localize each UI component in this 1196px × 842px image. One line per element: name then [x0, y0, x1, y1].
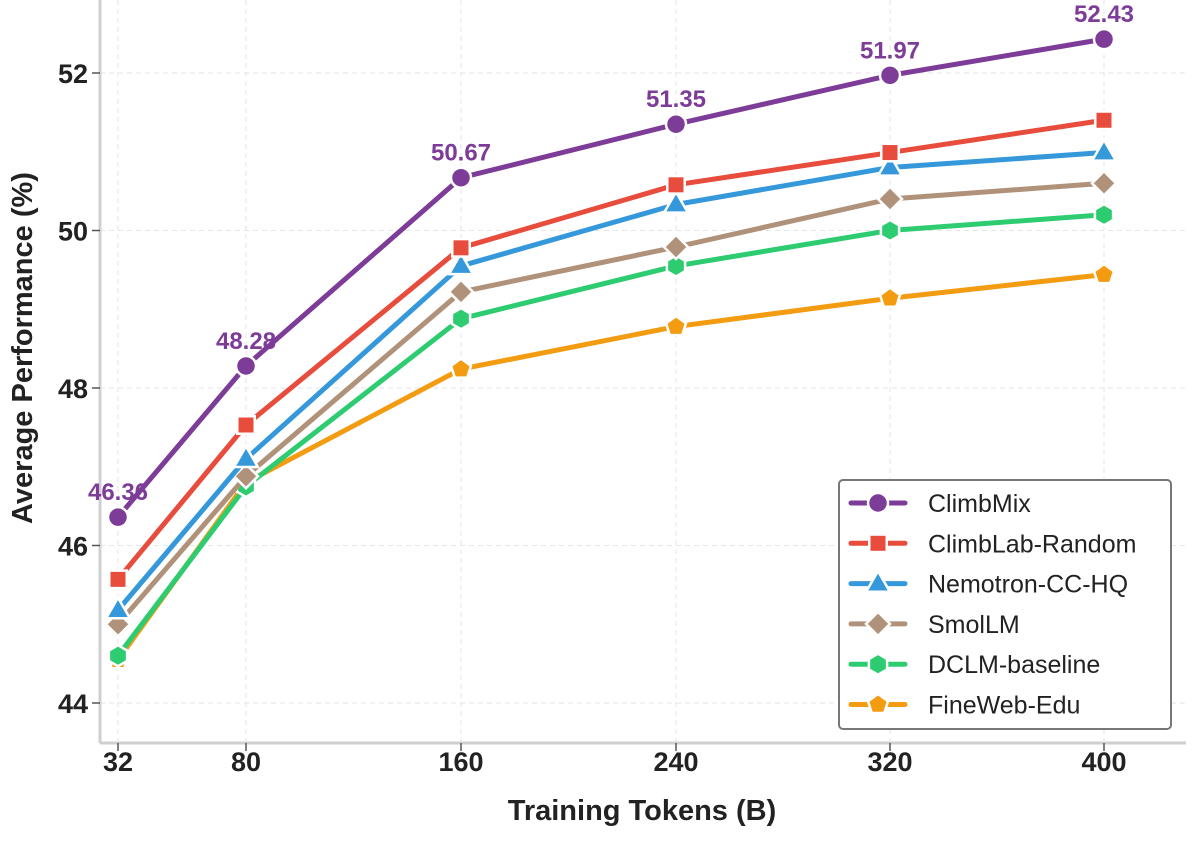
data-point-fineweb-edu: [878, 286, 902, 308]
data-label: 50.67: [431, 140, 491, 167]
legend-entry-smollm: SmolLM: [848, 610, 1020, 639]
data-point-nemotron-cc-hq: [103, 595, 133, 620]
data-point-dclm-baseline: [1093, 202, 1115, 227]
legend: ClimbMix ClimbLab-Random Nemotron-CC-HQ Smo…: [838, 479, 1172, 730]
data-point-smollm: [447, 278, 475, 306]
y-tick-label: 46: [58, 532, 88, 562]
data-point-dclm-baseline: [450, 306, 472, 331]
x-tick-label: 80: [231, 747, 261, 777]
data-point-climblab-random: [451, 237, 471, 258]
legend-label-dclm-baseline: DCLM-baseline: [928, 651, 1100, 679]
data-point-climbmix: [878, 64, 902, 87]
legend-label-climbmix: ClimbMix: [928, 490, 1031, 518]
data-point-nemotron-cc-hq: [661, 189, 691, 214]
data-point-dclm-baseline: [879, 218, 901, 243]
legend-marker-climblab-random: [868, 533, 888, 554]
data-label: 48.28: [216, 328, 276, 355]
series-line-nemotron-cc-hq: [115, 150, 1107, 613]
legend-entry-climblab-random: ClimbLab-Random: [848, 530, 1136, 558]
legend-label-fineweb-edu: FineWeb-Edu: [928, 692, 1080, 720]
data-point-smollm: [1090, 169, 1118, 198]
data-point-nemotron-cc-hq: [1089, 137, 1119, 162]
data-point-climblab-random: [236, 415, 256, 436]
legend-box: [838, 479, 1172, 730]
legend-marker-fineweb-edu: [866, 692, 890, 715]
series-nemotron-cc-hq: [103, 137, 1119, 620]
data-point-nemotron-cc-hq: [231, 443, 261, 469]
data-point-smollm: [876, 185, 904, 213]
series-line-dclm-baseline: [115, 212, 1107, 659]
series-layer: [103, 27, 1119, 670]
legend-label-climblab-random: ClimbLab-Random: [928, 530, 1136, 558]
legend-marker-nemotron-cc-hq: [863, 568, 893, 593]
data-point-smollm: [662, 233, 690, 261]
data-label: 52.43: [1074, 1, 1134, 28]
y-tick-label: 52: [58, 59, 88, 89]
data-point-nemotron-cc-hq: [875, 152, 905, 177]
y-tick-label: 50: [58, 217, 88, 247]
legend-label-nemotron-cc-hq: Nemotron-CC-HQ: [928, 571, 1128, 599]
series-climbmix: [106, 27, 1116, 529]
legend-entry-nemotron-cc-hq: Nemotron-CC-HQ: [848, 568, 1128, 599]
data-point-fineweb-edu: [664, 314, 688, 337]
data-point-climbmix: [234, 354, 258, 378]
series-line-climblab-random: [115, 117, 1107, 582]
data-point-fineweb-edu: [1092, 262, 1116, 285]
data-point-climbmix: [449, 166, 473, 189]
legend-entry-climbmix: ClimbMix: [848, 490, 1031, 518]
data-labels-layer: 46.36 48.28 50.67 51.35 51.97 52.43: [88, 1, 1134, 506]
x-tick-label: 160: [438, 747, 483, 777]
legend-entry-fineweb-edu: FineWeb-Edu: [848, 692, 1080, 720]
x-axis-title: Training Tokens (B): [508, 795, 777, 827]
data-point-nemotron-cc-hq: [446, 250, 476, 276]
data-point-climbmix: [106, 505, 130, 529]
data-point-climblab-random: [108, 569, 128, 590]
data-point-dclm-baseline: [665, 253, 687, 278]
legend-label-smollm: SmolLM: [928, 611, 1020, 639]
x-tick-label: 400: [1081, 747, 1126, 777]
axes-layer: 44 46 48 50 52 32 80 160 240 320 400: [58, 0, 1186, 777]
data-point-dclm-baseline: [107, 643, 129, 668]
data-point-climblab-random: [666, 174, 686, 195]
legend-marker-dclm-baseline: [867, 652, 889, 677]
x-tick-label: 32: [103, 747, 133, 777]
data-point-fineweb-edu: [449, 357, 473, 379]
y-tick-label: 48: [58, 374, 88, 404]
legend-marker-smollm: [864, 610, 892, 638]
y-tick-label: 44: [58, 689, 88, 719]
data-label: 46.36: [88, 479, 148, 506]
data-point-climbmix: [664, 112, 688, 136]
x-tick-label: 320: [867, 747, 912, 777]
series-line-smollm: [115, 180, 1107, 627]
series-line-climbmix: [115, 36, 1107, 520]
data-point-climblab-random: [1094, 110, 1114, 131]
legend-entry-dclm-baseline: DCLM-baseline: [848, 651, 1100, 679]
series-climblab-random: [108, 110, 1114, 590]
y-axis-title: Average Performance (%): [7, 172, 39, 524]
data-point-climbmix: [1092, 27, 1116, 51]
data-label: 51.97: [860, 37, 920, 64]
data-label: 51.35: [646, 86, 706, 113]
data-point-smollm: [232, 462, 260, 490]
legend-marker-climbmix: [866, 491, 890, 515]
x-tick-label: 240: [653, 747, 698, 777]
data-point-climblab-random: [880, 142, 900, 163]
